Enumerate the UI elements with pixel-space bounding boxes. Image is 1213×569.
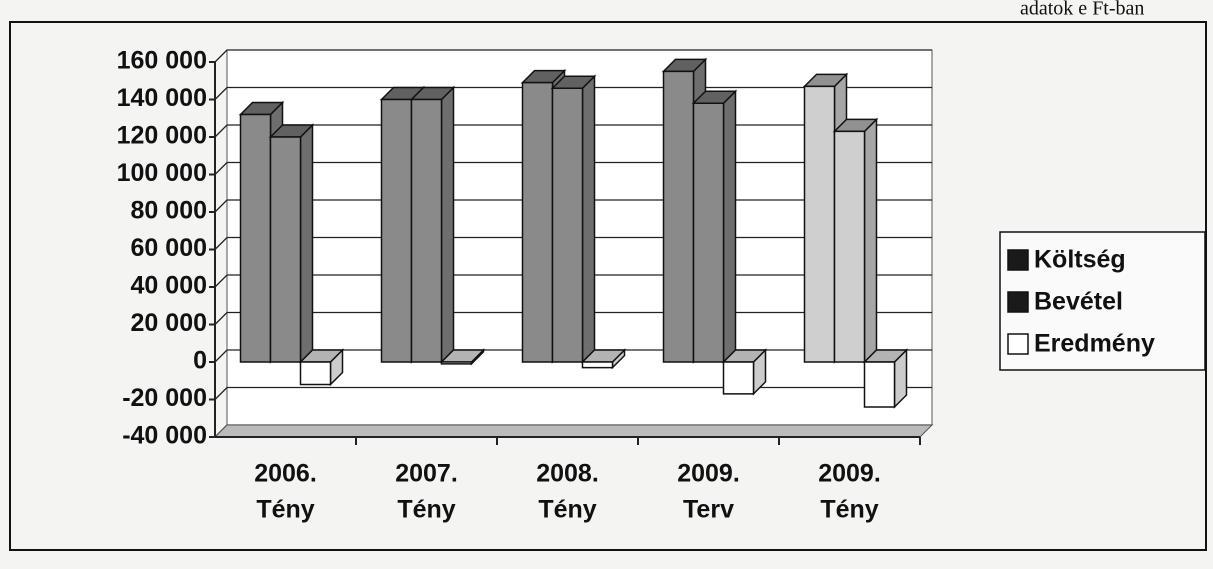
grid-line <box>214 49 932 63</box>
legend-box <box>999 231 1206 371</box>
chart-frame <box>9 21 1207 551</box>
bar <box>692 102 725 363</box>
legend-swatch <box>1007 291 1029 313</box>
floor <box>213 424 934 438</box>
y-tick-label: -20 000 <box>122 384 207 412</box>
bar <box>269 136 302 363</box>
y-tick-label: -40 000 <box>122 422 207 450</box>
bar <box>833 130 866 363</box>
legend-label: Költség <box>1034 246 1126 274</box>
bar <box>803 85 836 363</box>
bar <box>521 81 554 363</box>
y-tick-label: 20 000 <box>131 309 207 337</box>
y-tick-label: 60 000 <box>131 234 207 262</box>
bar <box>551 87 584 363</box>
y-tick-label: 100 000 <box>117 159 207 187</box>
y-tick-label: 140 000 <box>117 84 207 112</box>
bar <box>662 70 695 363</box>
x-tick-label: Tény <box>820 496 878 524</box>
bar <box>380 98 413 363</box>
y-tick-label: 0 <box>193 347 207 375</box>
bar <box>722 361 755 395</box>
x-tick-label: 2006. <box>254 460 317 488</box>
bar-side <box>722 89 737 364</box>
bar <box>299 361 332 386</box>
y-tick-label: 40 000 <box>131 272 207 300</box>
bar-side <box>299 123 314 364</box>
x-tick-label: Tény <box>397 496 455 524</box>
legend-swatch <box>1007 249 1029 271</box>
x-tick-label: 2008. <box>536 460 599 488</box>
y-tick-label: 80 000 <box>131 197 207 225</box>
bar-side <box>863 117 878 364</box>
x-tick-label: Terv <box>683 496 734 524</box>
legend-label: Eredmény <box>1034 330 1155 358</box>
x-tick-label: Tény <box>256 496 314 524</box>
bar <box>863 361 896 408</box>
legend-swatch <box>1007 333 1029 355</box>
y-tick-label: 160 000 <box>117 47 207 75</box>
x-tick-label: 2007. <box>395 460 458 488</box>
y-tick-label: 120 000 <box>117 122 207 150</box>
annotation: adatok e Ft-ban <box>1020 0 1144 20</box>
grid-line <box>214 386 932 400</box>
bar-side <box>440 85 455 364</box>
bar <box>581 361 614 369</box>
bar <box>410 98 443 363</box>
x-tick-label: 2009. <box>818 460 881 488</box>
bar <box>440 361 473 365</box>
bar <box>239 113 272 363</box>
legend-label: Bevétel <box>1034 288 1123 316</box>
x-tick-label: 2009. <box>677 460 740 488</box>
bar-side <box>581 74 596 364</box>
x-tick-label: Tény <box>538 496 596 524</box>
